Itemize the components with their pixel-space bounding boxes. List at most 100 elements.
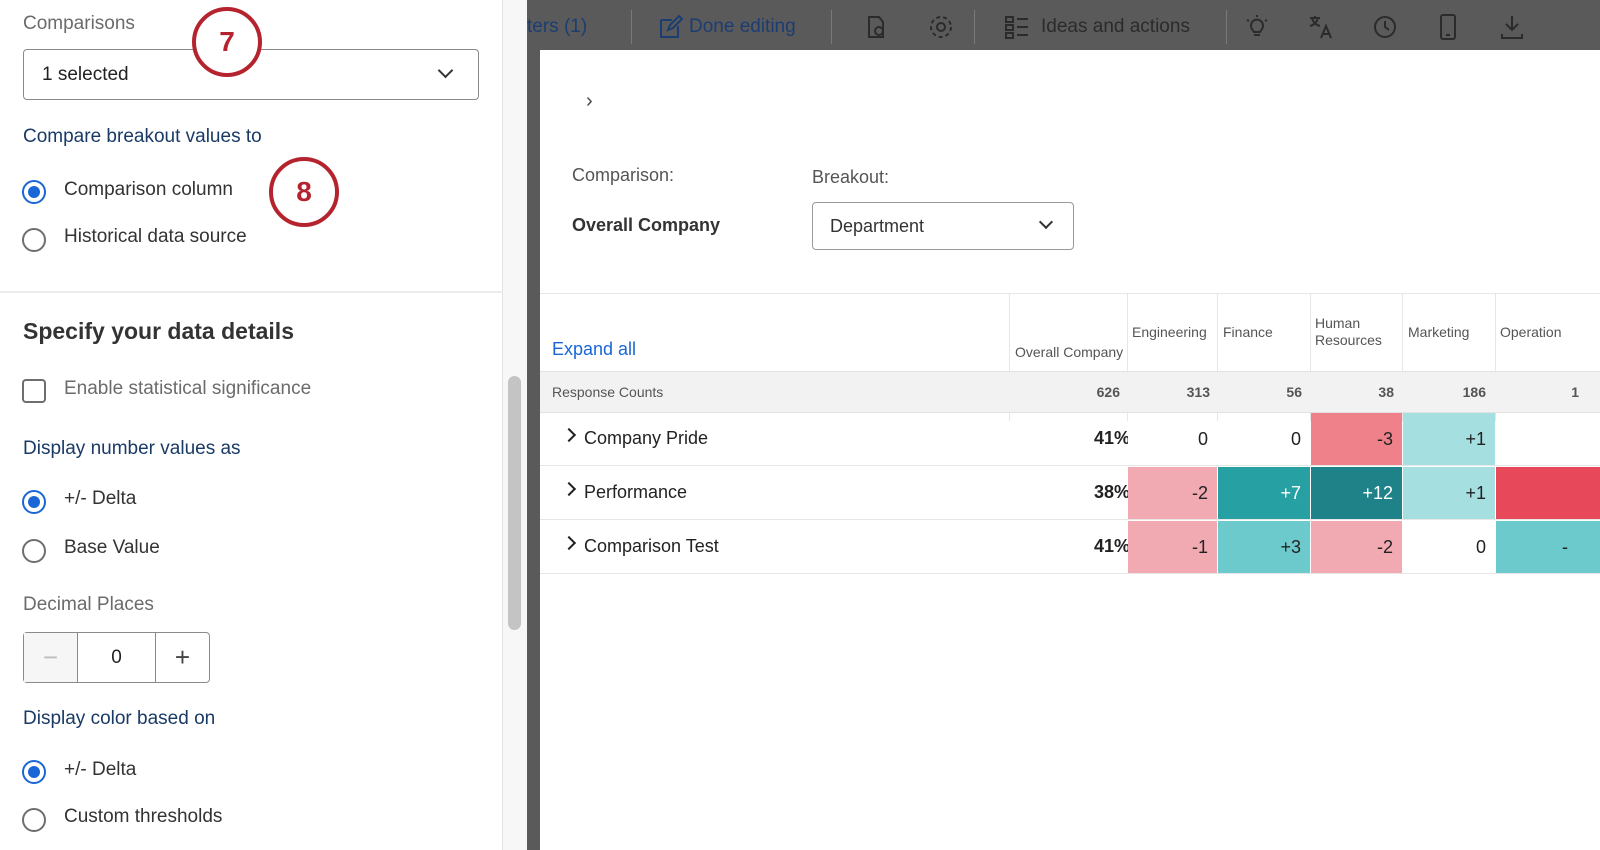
delta-cell: +7 <box>1218 467 1310 519</box>
overall-value: 41% <box>1093 428 1130 448</box>
toolbar-separator <box>631 10 632 44</box>
table-row[interactable]: Company Pride 41% 0 0 -3 +1 <box>540 413 1600 466</box>
breakout-label: Breakout: <box>812 167 890 187</box>
count-human-resources: 38 <box>1378 384 1394 400</box>
count-engineering: 313 <box>1186 384 1210 400</box>
decimal-places-input[interactable]: 0 <box>77 633 156 682</box>
settings-panel: Comparisons 1 selected Compare breakout … <box>0 0 503 850</box>
filters-button[interactable]: ters (1) <box>527 16 588 37</box>
delta-cell: 0 <box>1128 413 1217 465</box>
column-header-marketing: Marketing <box>1408 324 1470 340</box>
chevron-right-icon[interactable] <box>561 481 577 497</box>
option-delta-values[interactable]: +/- Delta <box>64 488 137 509</box>
radio-custom-thresholds[interactable] <box>22 808 46 832</box>
comparison-label: Comparison: <box>572 165 675 185</box>
delta-cell: 0 <box>1218 413 1310 465</box>
download-icon[interactable] <box>1499 14 1525 40</box>
panel-scrollbar[interactable] <box>508 376 521 630</box>
ideas-and-actions-button[interactable]: Ideas and actions <box>1041 16 1190 37</box>
column-header-overall-company: Overall Company <box>1015 344 1124 360</box>
idea-icon[interactable] <box>1244 14 1270 40</box>
toolbar-separator <box>1226 10 1227 44</box>
edit-icon <box>660 14 684 38</box>
count-overall: 626 <box>1096 384 1120 400</box>
table-top-border <box>540 293 1600 294</box>
column-header-human-resources: Human Resources <box>1315 315 1382 348</box>
option-base-value[interactable]: Base Value <box>64 537 160 558</box>
compare-to-label: Compare breakout values to <box>23 126 262 147</box>
section-divider <box>0 291 503 293</box>
column-header-engineering: Engineering <box>1132 324 1207 340</box>
delta-cell: +3 <box>1218 521 1310 573</box>
comparisons-label: Comparisons <box>23 13 135 34</box>
comparison-value: Overall Company <box>572 215 721 235</box>
row-label: Company Pride <box>584 428 709 448</box>
option-historical-data-source[interactable]: Historical data source <box>64 226 247 247</box>
expand-all-link[interactable]: Expand all <box>552 339 637 359</box>
chevron-right-icon[interactable]: › <box>586 90 593 112</box>
history-icon[interactable] <box>1372 14 1398 40</box>
delta-cell: -2 <box>1311 521 1402 573</box>
radio-delta-values[interactable] <box>22 490 46 514</box>
top-toolbar: ters (1) Done editing Ideas and actions <box>527 0 1600 50</box>
translate-icon[interactable] <box>1308 14 1334 40</box>
option-custom-thresholds[interactable]: Custom thresholds <box>64 806 223 827</box>
chevron-down-icon <box>437 62 454 79</box>
column-divider <box>1310 293 1311 421</box>
widget-card: › Comparison: Overall Company Breakout: … <box>540 50 1600 850</box>
breakout-select[interactable]: Department <box>812 202 1074 250</box>
chevron-right-icon[interactable] <box>561 535 577 551</box>
display-values-label: Display number values as <box>23 438 241 459</box>
radio-base-value[interactable] <box>22 539 46 563</box>
display-color-label: Display color based on <box>23 708 216 729</box>
comparisons-value: 1 selected <box>42 64 129 85</box>
list-icon[interactable] <box>1004 14 1030 40</box>
column-divider <box>1009 293 1010 421</box>
count-finance: 56 <box>1286 384 1302 400</box>
decrement-button[interactable]: − <box>24 633 77 682</box>
overall-value: 38% <box>1093 482 1130 502</box>
count-marketing: 186 <box>1462 384 1486 400</box>
row-label: Performance <box>584 482 688 502</box>
lightbulb-icon[interactable] <box>864 14 890 40</box>
radio-color-delta[interactable] <box>22 760 46 784</box>
stat-sig-checkbox[interactable] <box>22 379 46 403</box>
option-color-delta[interactable]: +/- Delta <box>64 759 137 780</box>
column-divider <box>1402 293 1403 421</box>
callout-8: 8 <box>269 157 339 227</box>
done-editing-button[interactable]: Done editing <box>689 16 796 37</box>
overall-value: 41% <box>1093 536 1130 556</box>
column-divider <box>1217 293 1218 421</box>
increment-button[interactable]: + <box>174 642 191 672</box>
response-counts-label: Response Counts <box>552 384 664 400</box>
gear-icon[interactable] <box>928 14 954 40</box>
delta-cell: - <box>1496 521 1600 573</box>
mobile-icon[interactable] <box>1435 14 1461 40</box>
delta-cell: +12 <box>1311 467 1402 519</box>
delta-cell: 0 <box>1403 521 1495 573</box>
delta-cell: -3 <box>1311 413 1402 465</box>
radio-comparison-column[interactable] <box>22 180 46 204</box>
delta-cell <box>1496 467 1600 519</box>
table-row[interactable]: Performance 38% -2 +7 +12 +1 <box>540 467 1600 520</box>
toolbar-separator <box>974 10 975 44</box>
breakout-value: Department <box>830 216 925 236</box>
column-header-finance: Finance <box>1223 324 1273 340</box>
toolbar-separator <box>831 10 832 44</box>
column-divider <box>1495 293 1496 421</box>
delta-cell: +1 <box>1403 467 1495 519</box>
callout-7: 7 <box>192 7 262 77</box>
decimal-places-stepper: − 0 + <box>23 632 210 683</box>
radio-historical-data-source[interactable] <box>22 228 46 252</box>
table-row[interactable]: Comparison Test 41% -1 +3 -2 0 - <box>540 521 1600 574</box>
column-header-operations: Operation <box>1500 324 1562 340</box>
chevron-right-icon[interactable] <box>561 427 577 443</box>
delta-cell: -1 <box>1128 521 1217 573</box>
column-divider <box>1127 293 1128 421</box>
count-operations: 1 <box>1571 384 1579 400</box>
stat-sig-label[interactable]: Enable statistical significance <box>64 378 312 399</box>
row-label: Comparison Test <box>584 536 719 556</box>
chevron-down-icon <box>1038 214 1054 230</box>
section-title: Specify your data details <box>23 318 294 344</box>
option-comparison-column[interactable]: Comparison column <box>64 179 233 200</box>
